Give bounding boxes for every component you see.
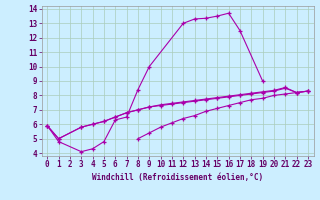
X-axis label: Windchill (Refroidissement éolien,°C): Windchill (Refroidissement éolien,°C) <box>92 173 263 182</box>
